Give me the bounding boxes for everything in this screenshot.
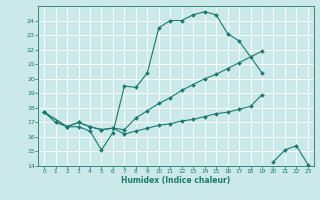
- X-axis label: Humidex (Indice chaleur): Humidex (Indice chaleur): [121, 176, 231, 185]
